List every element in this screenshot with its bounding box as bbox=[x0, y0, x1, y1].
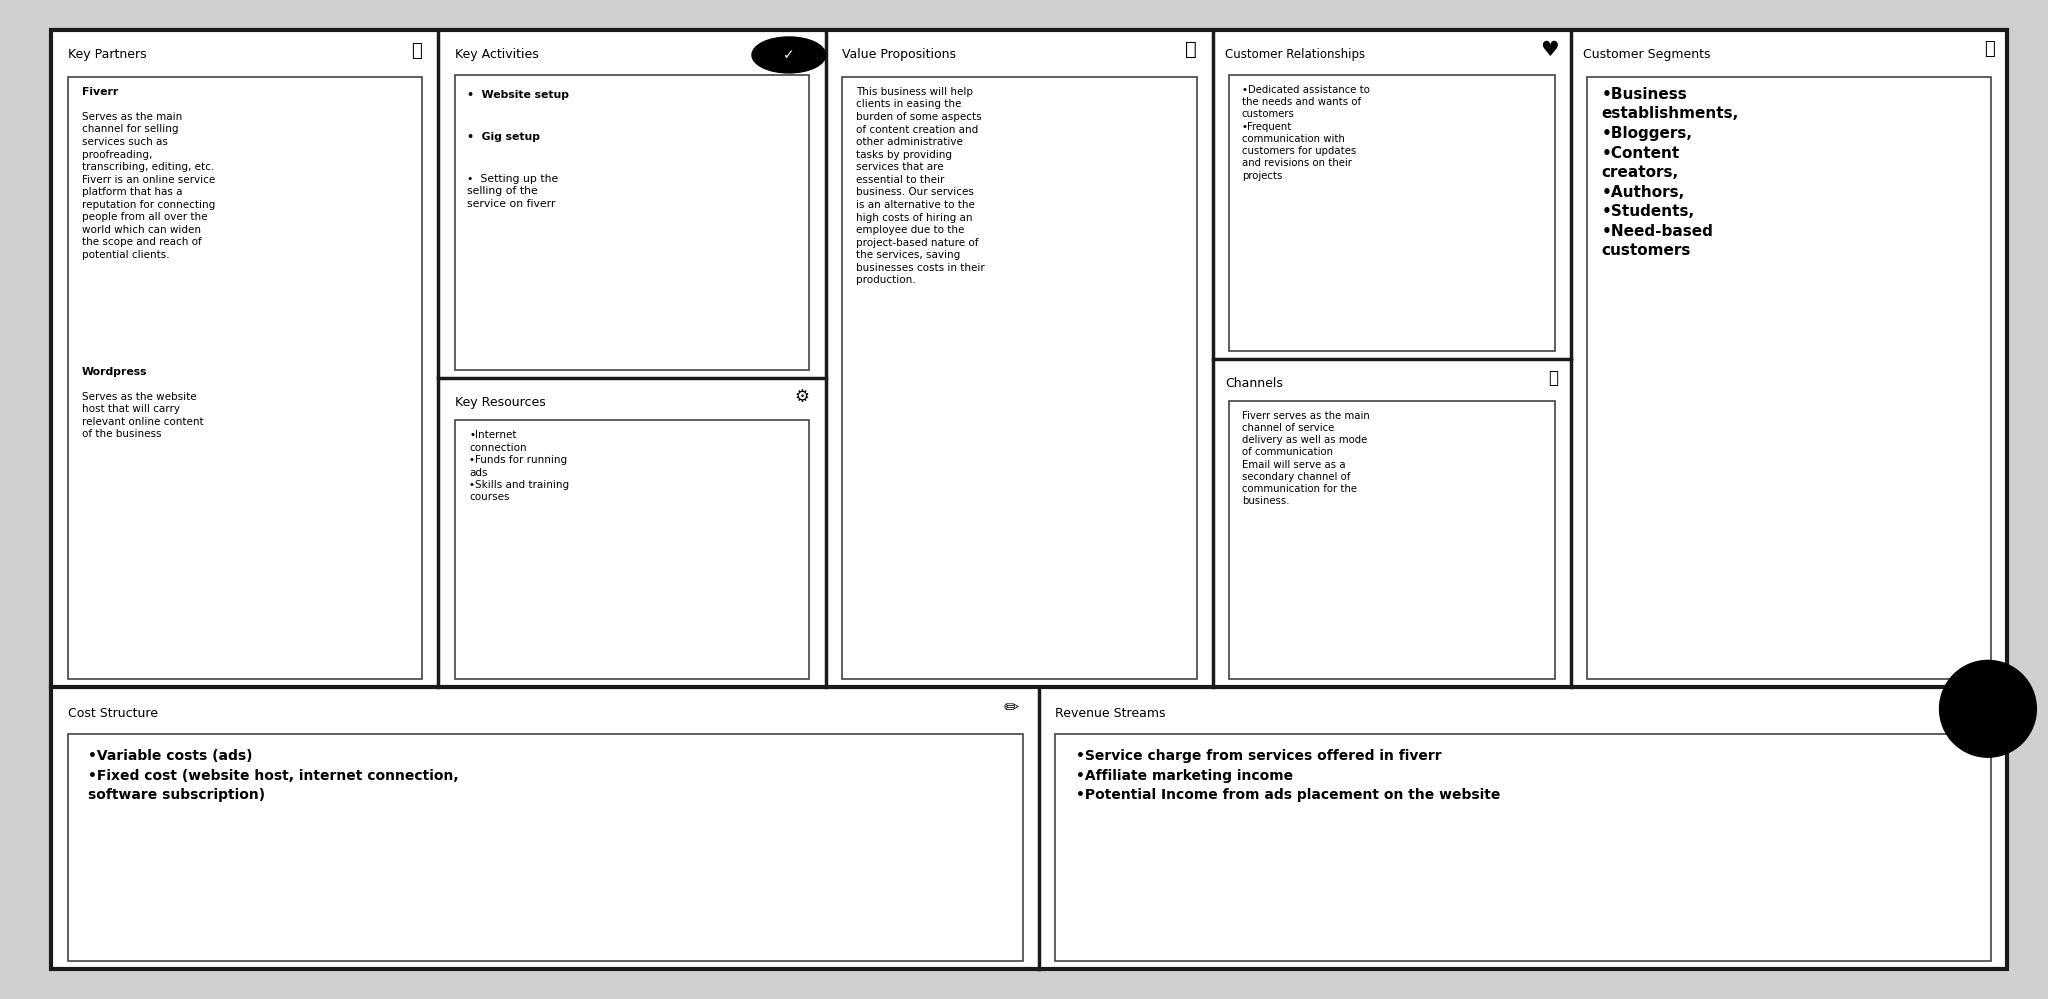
Text: $: $ bbox=[1980, 699, 1995, 718]
Text: •  Website setup: • Website setup bbox=[467, 90, 569, 100]
Text: Channels: Channels bbox=[1225, 377, 1284, 390]
FancyBboxPatch shape bbox=[842, 77, 1196, 679]
Text: •Business
establishments,
•Bloggers,
•Content
creators,
•Authors,
•Students,
•Ne: •Business establishments, •Bloggers, •Co… bbox=[1602, 87, 1739, 259]
Text: 🚚: 🚚 bbox=[1548, 369, 1559, 387]
Text: •Dedicated assistance to
the needs and wants of
customers
•Frequent
communicatio: •Dedicated assistance to the needs and w… bbox=[1241, 85, 1370, 181]
Text: •  Setting up the
selling of the
service on fiverr: • Setting up the selling of the service … bbox=[467, 174, 559, 209]
Text: Key Partners: Key Partners bbox=[68, 48, 145, 61]
FancyBboxPatch shape bbox=[455, 75, 809, 371]
Text: ⚙: ⚙ bbox=[795, 389, 809, 407]
Text: •  Gig setup: • Gig setup bbox=[467, 132, 541, 142]
Text: 🎁: 🎁 bbox=[1186, 40, 1196, 59]
Text: 👤: 👤 bbox=[1985, 40, 1995, 58]
Text: Cost Structure: Cost Structure bbox=[68, 707, 158, 720]
Text: Serves as the main
channel for selling
services such as
proofreading,
transcribi: Serves as the main channel for selling s… bbox=[82, 112, 215, 260]
Circle shape bbox=[752, 37, 825, 73]
FancyBboxPatch shape bbox=[1055, 734, 1991, 961]
Text: Fiverr: Fiverr bbox=[82, 87, 119, 97]
Text: •Variable costs (ads)
•Fixed cost (website host, internet connection,
software s: •Variable costs (ads) •Fixed cost (websi… bbox=[88, 749, 459, 802]
Text: Key Activities: Key Activities bbox=[455, 48, 539, 61]
Text: Serves as the website
host that will carry
relevant online content
of the busine: Serves as the website host that will car… bbox=[82, 392, 203, 440]
Text: Customer Relationships: Customer Relationships bbox=[1225, 48, 1366, 61]
FancyBboxPatch shape bbox=[51, 30, 2007, 969]
Text: Wordpress: Wordpress bbox=[82, 367, 147, 377]
Text: •Internet
connection
•Funds for running
ads
•Skills and training
courses: •Internet connection •Funds for running … bbox=[469, 431, 569, 502]
FancyBboxPatch shape bbox=[1229, 401, 1554, 679]
Text: Value Propositions: Value Propositions bbox=[842, 48, 956, 61]
FancyBboxPatch shape bbox=[1229, 75, 1554, 351]
FancyBboxPatch shape bbox=[68, 734, 1022, 961]
Text: Revenue Streams: Revenue Streams bbox=[1055, 707, 1165, 720]
FancyBboxPatch shape bbox=[1587, 77, 1991, 679]
Text: ✓: ✓ bbox=[782, 48, 795, 62]
Text: Customer Segments: Customer Segments bbox=[1583, 48, 1710, 61]
Text: ⛓: ⛓ bbox=[412, 42, 422, 60]
Text: •Service charge from services offered in fiverr
•Affiliate marketing income
•Pot: •Service charge from services offered in… bbox=[1075, 749, 1499, 802]
Text: ✏: ✏ bbox=[1004, 699, 1018, 717]
Text: Key Resources: Key Resources bbox=[455, 397, 545, 410]
FancyBboxPatch shape bbox=[68, 77, 422, 679]
Text: This business will help
clients in easing the
burden of some aspects
of content : This business will help clients in easin… bbox=[856, 87, 985, 286]
Text: ♥: ♥ bbox=[1540, 40, 1559, 60]
FancyBboxPatch shape bbox=[455, 421, 809, 679]
Text: Fiverr serves as the main
channel of service
delivery as well as mode
of communi: Fiverr serves as the main channel of ser… bbox=[1241, 411, 1370, 506]
